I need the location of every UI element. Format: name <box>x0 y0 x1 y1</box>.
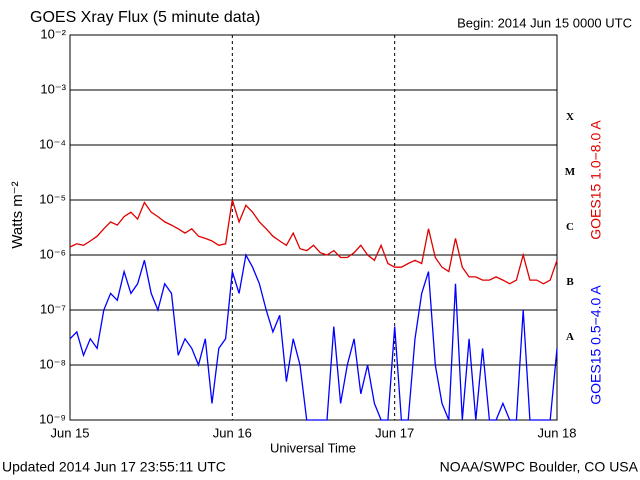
x-tick-label: Jun 15 <box>50 425 89 440</box>
legend-entry: GOES15 1.0−8.0 A <box>588 120 604 240</box>
y-tick-label: 10⁻³ <box>40 81 66 96</box>
y-tick-label: 10⁻⁵ <box>39 191 66 206</box>
class-label: M <box>565 166 576 178</box>
class-label: C <box>566 221 574 233</box>
class-label: X <box>566 111 574 123</box>
x-tick-label: Jun 16 <box>213 425 252 440</box>
y-tick-label: 10⁻⁹ <box>39 411 66 426</box>
y-tick-label: 10⁻⁶ <box>39 246 66 261</box>
series-line <box>69 253 558 421</box>
y-tick-label: 10⁻⁸ <box>39 356 66 371</box>
chart-title: GOES Xray Flux (5 minute data) <box>30 9 260 26</box>
footer-right: NOAA/SWPC Boulder, CO USA <box>440 459 639 475</box>
x-tick-label: Jun 18 <box>537 425 576 440</box>
x-axis-label: Universal Time <box>270 440 356 455</box>
class-label: A <box>566 331 574 343</box>
x-tick-label: Jun 17 <box>375 425 414 440</box>
series-line <box>69 199 558 285</box>
y-tick-label: 10⁻² <box>40 26 66 41</box>
chart-subtitle: Begin: 2014 Jun 15 0000 UTC <box>457 15 632 30</box>
y-tick-label: 10⁻⁴ <box>39 136 66 151</box>
y-axis-label: Watts m⁻² <box>9 181 26 248</box>
class-label: B <box>566 276 574 288</box>
footer-left: Updated 2014 Jun 17 23:55:11 UTC <box>2 459 226 475</box>
legend-entry: GOES15 0.5−4.0 A <box>588 285 604 405</box>
y-tick-label: 10⁻⁷ <box>40 301 66 316</box>
